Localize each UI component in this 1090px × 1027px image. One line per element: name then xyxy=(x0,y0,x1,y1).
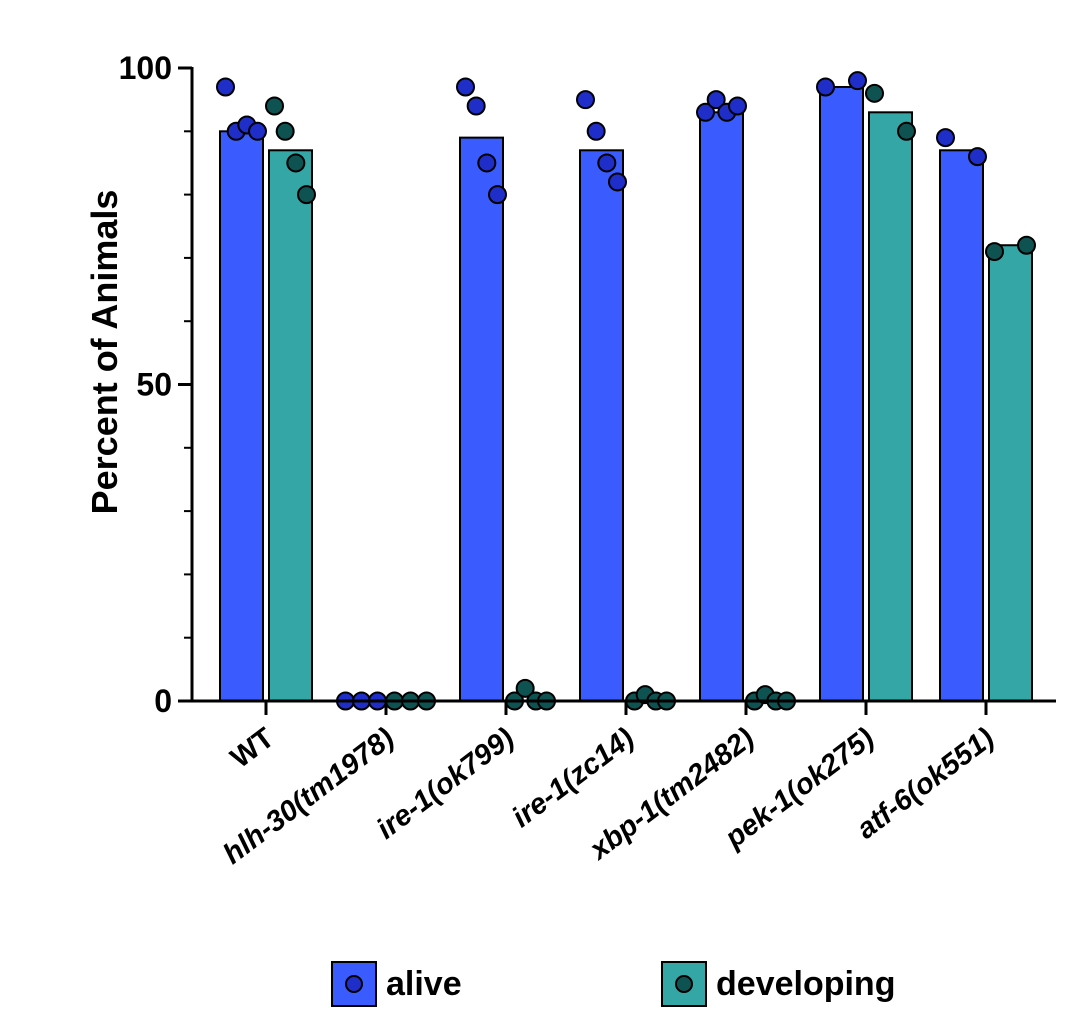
data-point-alive xyxy=(248,121,267,141)
data-point-alive xyxy=(968,147,987,167)
data-point-alive xyxy=(816,77,835,97)
data-point-alive xyxy=(576,90,595,110)
bar-developing xyxy=(868,111,913,702)
bar-alive xyxy=(699,111,744,702)
data-point-alive xyxy=(608,172,627,192)
x-ticks: WThlh-30(tm1978)ire-1(ok799)ire-1(zc14)x… xyxy=(217,701,1000,871)
data-point-alive xyxy=(456,77,475,97)
data-point-alive xyxy=(696,102,715,122)
y-tick-label: 50 xyxy=(136,367,172,403)
legend: alive developing xyxy=(331,961,895,1007)
data-point-developing xyxy=(1017,235,1036,255)
data-point-alive xyxy=(477,153,497,173)
legend-item-alive: alive xyxy=(331,961,462,1007)
data-point-developing xyxy=(286,153,306,173)
data-point-developing xyxy=(297,185,316,205)
data-point-developing xyxy=(275,121,295,141)
y-axis-label: Percent of Animals xyxy=(84,190,125,515)
bar-alive xyxy=(819,85,864,703)
legend-label: developing xyxy=(716,965,895,1003)
y-tick-label: 0 xyxy=(154,683,172,719)
legend-marker-icon xyxy=(345,975,363,993)
data-point-alive xyxy=(728,96,747,116)
data-point-developing xyxy=(897,121,916,141)
data-point-developing xyxy=(865,83,884,103)
chart-marks xyxy=(216,71,1036,711)
data-point-alive xyxy=(466,96,486,116)
y-tick-label: 100 xyxy=(119,50,172,86)
bar-developing xyxy=(268,149,313,703)
data-point-alive xyxy=(586,121,606,141)
x-tick-label: WT xyxy=(225,722,280,775)
bar-alive xyxy=(939,149,984,703)
data-point-alive xyxy=(706,90,726,110)
legend-label: alive xyxy=(386,965,462,1003)
bar-alive xyxy=(459,136,504,702)
data-point-alive xyxy=(597,153,617,173)
bar-alive xyxy=(579,149,624,703)
data-point-developing xyxy=(515,678,535,698)
legend-marker-icon xyxy=(675,975,693,993)
bar-alive xyxy=(219,130,264,703)
data-point-alive xyxy=(488,185,507,205)
data-point-alive xyxy=(848,71,867,91)
bar-developing xyxy=(988,244,1033,703)
data-point-alive xyxy=(936,128,955,148)
data-point-developing xyxy=(265,96,284,116)
legend-item-developing: developing xyxy=(661,961,895,1007)
y-ticks: 0 50 100 xyxy=(119,50,192,719)
data-point-developing xyxy=(985,242,1004,262)
data-point-alive xyxy=(216,77,235,97)
